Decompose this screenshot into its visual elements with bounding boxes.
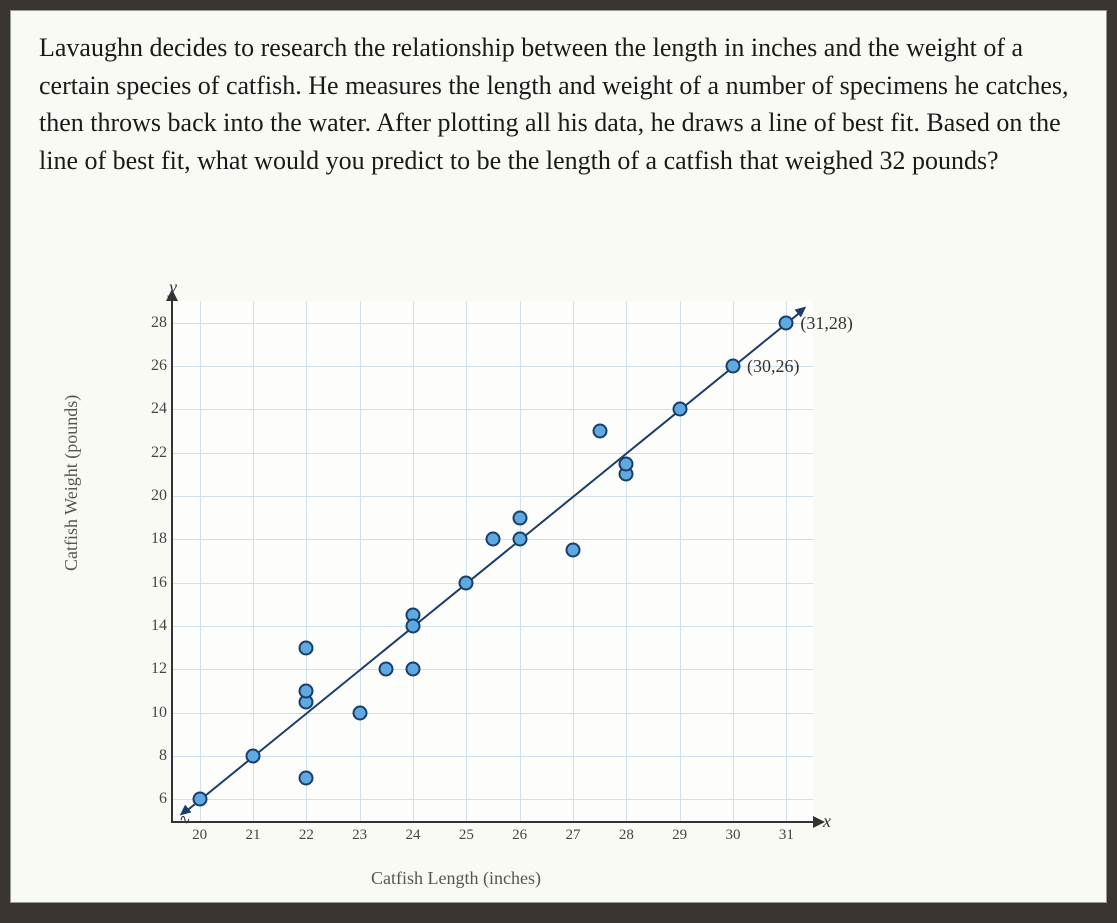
gridline-h bbox=[173, 669, 813, 670]
gridline-v bbox=[680, 301, 681, 821]
gridline-h bbox=[173, 626, 813, 627]
gridline-v bbox=[306, 301, 307, 821]
y-tick-label: 8 bbox=[139, 747, 173, 765]
y-tick-label: 28 bbox=[139, 314, 173, 332]
data-point bbox=[406, 619, 421, 634]
gridline-v bbox=[786, 301, 787, 821]
gridline-h bbox=[173, 323, 813, 324]
question-text: Lavaughn decides to research the relatio… bbox=[11, 11, 1106, 190]
data-point bbox=[299, 684, 314, 699]
point-annotation: (30,26) bbox=[747, 356, 800, 377]
y-axis-label: Catfish Weight (pounds) bbox=[61, 395, 82, 571]
gridline-v bbox=[733, 301, 734, 821]
x-tick-label: 28 bbox=[619, 821, 634, 844]
y-tick-label: 18 bbox=[139, 530, 173, 548]
x-tick-label: 31 bbox=[779, 821, 794, 844]
x-axis-label: Catfish Length (inches) bbox=[371, 868, 541, 889]
y-tick-label: 24 bbox=[139, 400, 173, 418]
x-tick-label: 21 bbox=[246, 821, 261, 844]
data-point bbox=[592, 424, 607, 439]
y-tick-label: 14 bbox=[139, 617, 173, 635]
y-tick-label: 20 bbox=[139, 487, 173, 505]
data-point bbox=[726, 359, 741, 374]
gridline-v bbox=[466, 301, 467, 821]
data-point bbox=[486, 532, 501, 547]
data-point bbox=[512, 510, 527, 525]
worksheet-page: Lavaughn decides to research the relatio… bbox=[10, 10, 1107, 903]
gridline-v bbox=[573, 301, 574, 821]
plot-area: ∿ 20212223242526272829303168101214161820… bbox=[171, 301, 813, 823]
gridline-h bbox=[173, 409, 813, 410]
y-tick-label: 12 bbox=[139, 660, 173, 678]
data-point bbox=[352, 705, 367, 720]
x-tick-label: 30 bbox=[726, 821, 741, 844]
x-tick-label: 27 bbox=[566, 821, 581, 844]
gridline-v bbox=[360, 301, 361, 821]
line-of-best-fit bbox=[183, 310, 803, 814]
data-point bbox=[566, 543, 581, 558]
gridline-h bbox=[173, 756, 813, 757]
gridline-h bbox=[173, 496, 813, 497]
data-point bbox=[299, 640, 314, 655]
gridline-h bbox=[173, 799, 813, 800]
data-point bbox=[246, 749, 261, 764]
gridline-v bbox=[520, 301, 521, 821]
y-tick-label: 26 bbox=[139, 357, 173, 375]
y-axis-arrow-icon bbox=[166, 289, 178, 301]
y-tick-label: 6 bbox=[139, 790, 173, 808]
y-tick-label: 22 bbox=[139, 444, 173, 462]
gridline-h bbox=[173, 583, 813, 584]
x-tick-label: 25 bbox=[459, 821, 474, 844]
x-axis-arrow-icon bbox=[813, 816, 825, 828]
x-tick-label: 23 bbox=[352, 821, 367, 844]
gridline-h bbox=[173, 366, 813, 367]
gridline-v bbox=[413, 301, 414, 821]
x-tick-label: 29 bbox=[672, 821, 687, 844]
data-point bbox=[512, 532, 527, 547]
data-point bbox=[192, 792, 207, 807]
data-point bbox=[779, 315, 794, 330]
data-point bbox=[379, 662, 394, 677]
data-point bbox=[619, 456, 634, 471]
gridline-v bbox=[200, 301, 201, 821]
y-tick-label: 10 bbox=[139, 704, 173, 722]
data-point bbox=[406, 662, 421, 677]
gridline-v bbox=[626, 301, 627, 821]
point-annotation: (31,28) bbox=[800, 313, 853, 334]
scatter-chart: Catfish Weight (pounds) Catfish Length (… bbox=[111, 291, 991, 891]
gridline-h bbox=[173, 453, 813, 454]
data-point bbox=[672, 402, 687, 417]
x-tick-label: 20 bbox=[192, 821, 207, 844]
gridline-h bbox=[173, 713, 813, 714]
x-tick-label: 22 bbox=[299, 821, 314, 844]
data-point bbox=[459, 575, 474, 590]
gridline-v bbox=[253, 301, 254, 821]
x-tick-label: 26 bbox=[512, 821, 527, 844]
data-point bbox=[299, 770, 314, 785]
y-tick-label: 16 bbox=[139, 574, 173, 592]
x-tick-label: 24 bbox=[406, 821, 421, 844]
